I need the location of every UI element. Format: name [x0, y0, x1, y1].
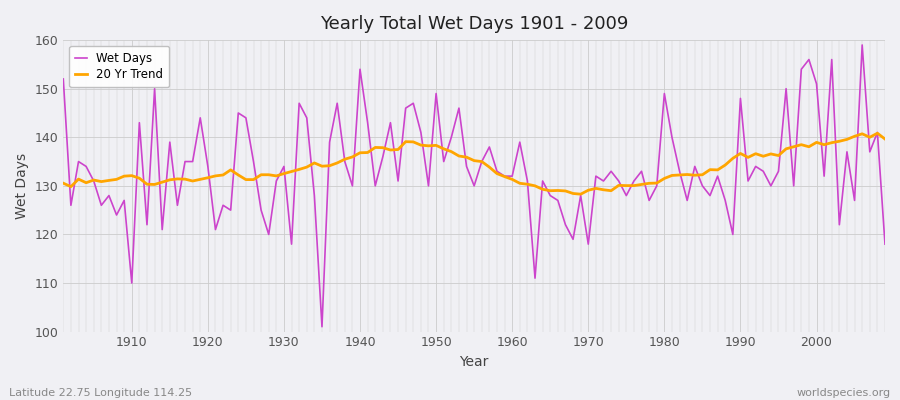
Wet Days [339, 159, 350, 164]
Legend: Wet Days, 20 Yr Trend: Wet Days, 20 Yr Trend [69, 46, 169, 87]
Wet Days [606, 169, 616, 174]
20 Yr Trend [58, 181, 68, 186]
Wet Days [857, 42, 868, 47]
Wet Days [119, 198, 130, 203]
20 Yr Trend [872, 131, 883, 136]
Text: Latitude 22.75 Longitude 114.25: Latitude 22.75 Longitude 114.25 [9, 388, 192, 398]
20 Yr Trend [119, 174, 130, 178]
20 Yr Trend [575, 192, 586, 196]
Line: Wet Days: Wet Days [63, 45, 885, 327]
Wet Days [286, 242, 297, 246]
20 Yr Trend [332, 160, 343, 165]
Wet Days [879, 242, 890, 246]
Wet Days [58, 76, 68, 81]
Wet Days [515, 140, 526, 144]
Line: 20 Yr Trend: 20 Yr Trend [63, 133, 885, 194]
20 Yr Trend [606, 188, 616, 193]
Title: Yearly Total Wet Days 1901 - 2009: Yearly Total Wet Days 1901 - 2009 [320, 15, 628, 33]
20 Yr Trend [500, 174, 510, 179]
Text: worldspecies.org: worldspecies.org [796, 388, 891, 398]
20 Yr Trend [507, 177, 517, 182]
X-axis label: Year: Year [460, 355, 489, 369]
20 Yr Trend [879, 137, 890, 142]
Wet Days [507, 174, 517, 178]
Y-axis label: Wet Days: Wet Days [15, 153, 29, 219]
Wet Days [317, 324, 328, 329]
20 Yr Trend [286, 169, 297, 174]
